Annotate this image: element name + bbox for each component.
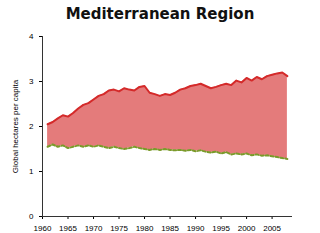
svg-text:1: 1: [29, 167, 34, 176]
svg-text:Global hectares per capita: Global hectares per capita: [11, 79, 20, 173]
svg-text:1970: 1970: [85, 224, 103, 233]
svg-text:1960: 1960: [34, 224, 52, 233]
svg-text:2: 2: [29, 122, 34, 131]
svg-text:1990: 1990: [187, 224, 205, 233]
svg-text:2000: 2000: [238, 224, 256, 233]
svg-text:0: 0: [29, 212, 34, 221]
svg-text:2005: 2005: [263, 224, 281, 233]
svg-text:1975: 1975: [110, 224, 128, 233]
svg-text:1965: 1965: [59, 224, 77, 233]
svg-text:4: 4: [29, 32, 34, 41]
svg-text:1985: 1985: [161, 224, 179, 233]
html-text:Mediterranean Region: Mediterranean Region: [65, 5, 255, 23]
svg-text:3: 3: [29, 77, 34, 86]
svg-text:1995: 1995: [212, 224, 230, 233]
svg-text:1980: 1980: [136, 224, 154, 233]
